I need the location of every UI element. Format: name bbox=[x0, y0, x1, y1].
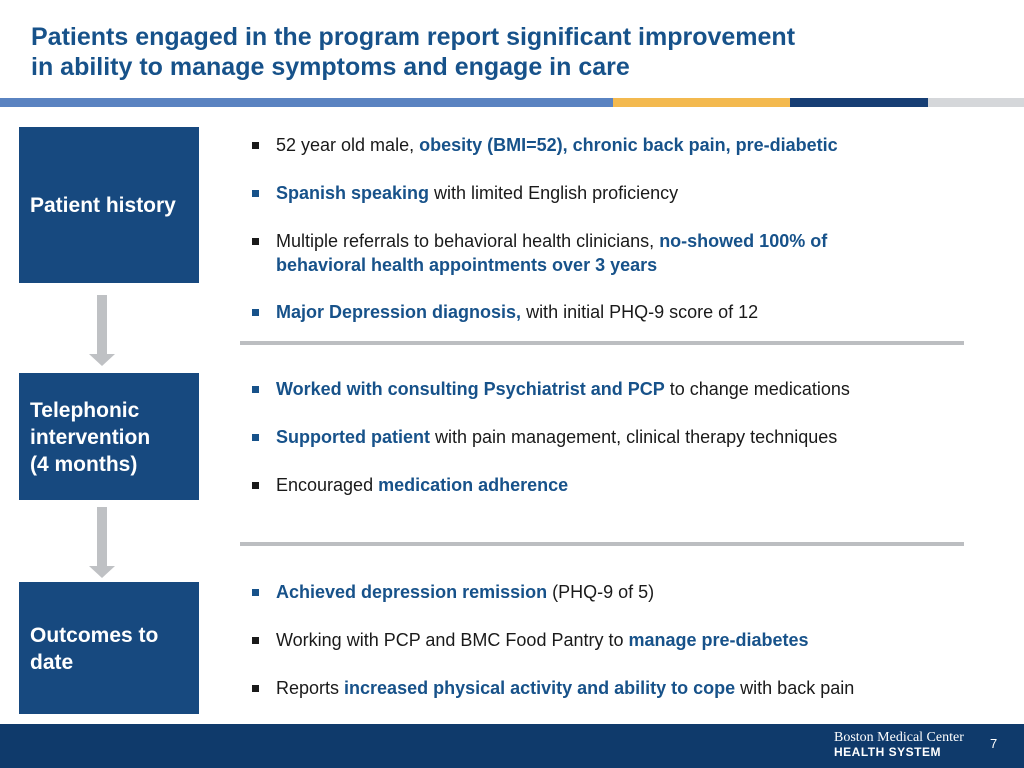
square-bullet-icon bbox=[252, 142, 259, 149]
slide-title: Patients engaged in the program report s… bbox=[31, 22, 931, 82]
header-stripe-blue bbox=[0, 98, 613, 107]
bullet-item: Multiple referrals to behavioral health … bbox=[252, 229, 892, 277]
square-bullet-icon bbox=[252, 482, 259, 489]
bullet-item: Achieved depression remission (PHQ-9 of … bbox=[252, 580, 952, 604]
stage-box-outcomes: Outcomes to date bbox=[19, 582, 199, 714]
stage-label: intervention bbox=[30, 426, 151, 449]
square-bullet-icon bbox=[252, 190, 259, 197]
header-stripe-gold bbox=[613, 98, 790, 107]
slide-title-line1: Patients engaged in the program report s… bbox=[31, 23, 796, 51]
square-bullet-icon bbox=[252, 685, 259, 692]
bullet-item: Major Depression diagnosis, with initial… bbox=[252, 300, 952, 324]
bullet-item: Encouraged medication adherence bbox=[252, 473, 952, 497]
section-divider bbox=[240, 341, 964, 345]
stage-box-telephonic-intervention: Telephonic intervention (4 months) bbox=[19, 373, 199, 500]
stage-label: Telephonic bbox=[30, 399, 140, 422]
square-bullet-icon bbox=[252, 434, 259, 441]
header-stripe-gray bbox=[928, 98, 1024, 107]
square-bullet-icon bbox=[252, 637, 259, 644]
stage-label: (4 months) bbox=[30, 453, 138, 476]
bullet-item: Working with PCP and BMC Food Pantry to … bbox=[252, 628, 952, 652]
square-bullet-icon bbox=[252, 386, 259, 393]
bullet-item: Worked with consulting Psychiatrist and … bbox=[252, 377, 952, 401]
bmc-logo: Boston Medical Center HEALTH SYSTEM bbox=[834, 730, 964, 760]
square-bullet-icon bbox=[252, 238, 259, 245]
stage-label: Outcomes to bbox=[30, 624, 159, 647]
bullet-item: Supported patient with pain management, … bbox=[252, 425, 952, 449]
square-bullet-icon bbox=[252, 309, 259, 316]
stage-box-patient-history: Patient history bbox=[19, 127, 199, 283]
logo-line1: Boston Medical Center bbox=[834, 730, 964, 745]
slide-title-line2: in ability to manage symptoms and engage… bbox=[31, 53, 630, 81]
down-arrow-icon bbox=[89, 295, 115, 367]
section-divider bbox=[240, 542, 964, 546]
logo-line2: HEALTH SYSTEM bbox=[834, 745, 941, 759]
down-arrow-icon bbox=[89, 507, 115, 579]
stage-label: Patient history bbox=[30, 193, 176, 217]
page-number: 7 bbox=[990, 736, 998, 751]
square-bullet-icon bbox=[252, 589, 259, 596]
header-stripe-navy bbox=[790, 98, 928, 107]
bullet-item: Spanish speaking with limited English pr… bbox=[252, 181, 952, 205]
bullet-item: Reports increased physical activity and … bbox=[252, 676, 952, 700]
bullet-item: 52 year old male, obesity (BMI=52), chro… bbox=[252, 133, 952, 157]
stage-label: date bbox=[30, 651, 74, 674]
footer-bar bbox=[0, 724, 1024, 768]
